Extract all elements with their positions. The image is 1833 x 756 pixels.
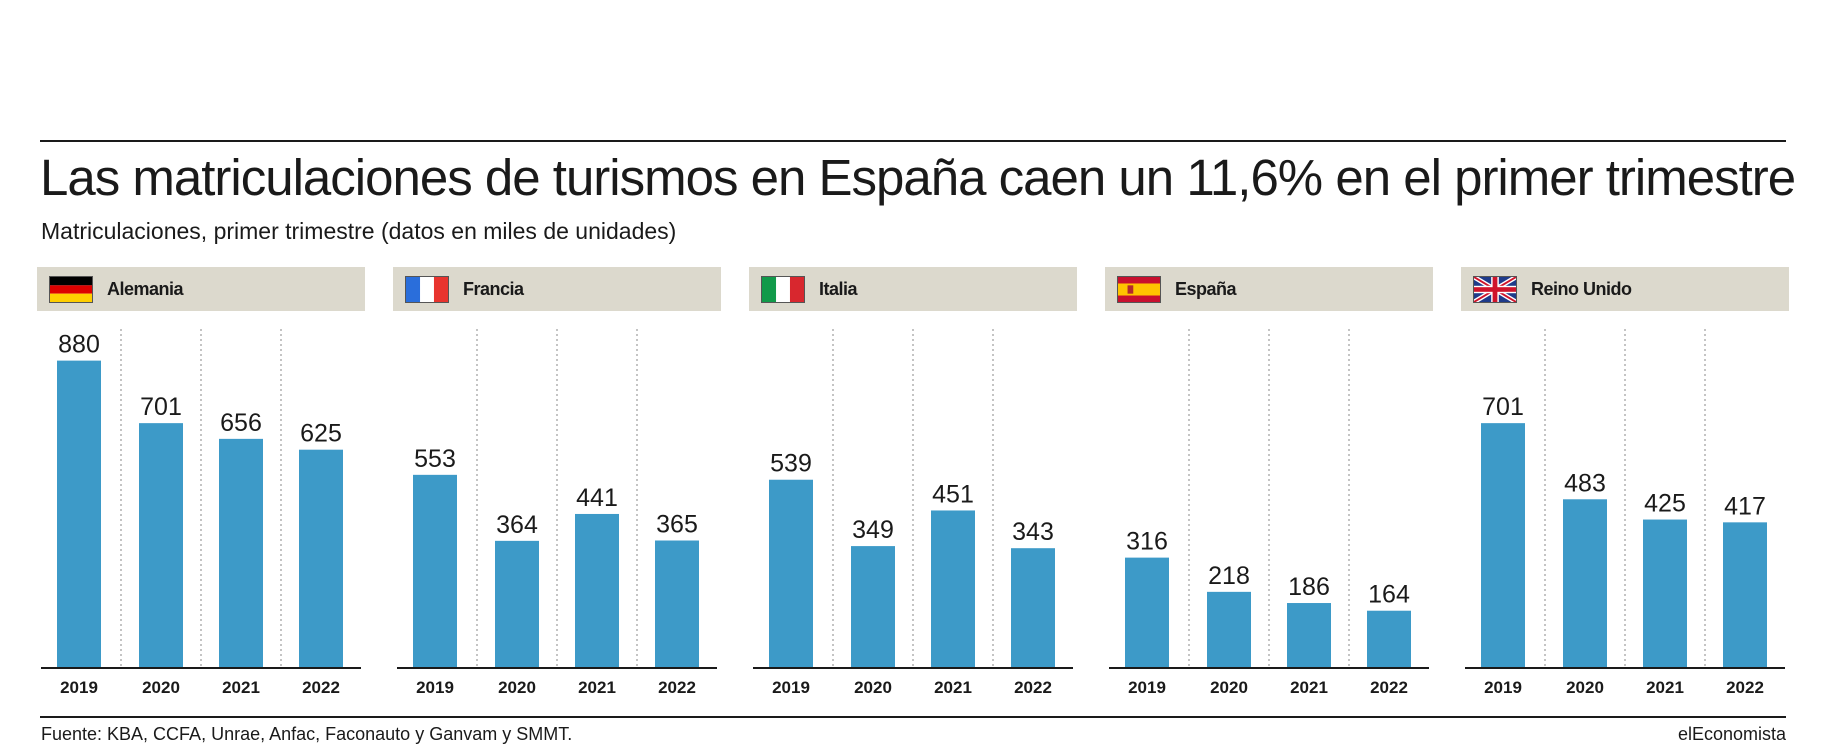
bar-chart-reino-unido: 701 2019 483 2020 425 2021 417 2022 [1461,311,1789,701]
value-label: 656 [220,409,262,437]
bar-2020 [495,540,539,668]
value-label: 425 [1644,490,1686,518]
country-label: Italia [819,279,858,299]
bar-chart-svg: 553 2019 364 2020 441 2021 365 2022 [397,329,717,697]
bar-2021 [219,438,263,668]
country-label: Alemania [107,279,184,299]
bar-2021 [1287,603,1331,668]
bar-chart-italia: 539 2019 349 2020 451 2021 343 2022 [749,311,1077,701]
bar-chart-svg: 539 2019 349 2020 451 2021 343 2022 [753,329,1073,697]
bar-2019 [57,360,101,668]
bar-chart-francia: 553 2019 364 2020 441 2021 365 2022 [393,311,721,701]
bar-2020 [139,423,183,668]
category-label: 2022 [1370,678,1408,697]
value-label: 218 [1208,562,1250,590]
bar-2020 [851,546,895,668]
category-label: 2019 [1484,678,1522,697]
category-label: 2020 [854,678,892,697]
country-label: España [1175,279,1237,299]
value-label: 349 [852,516,894,544]
spain-flag-icon [1117,276,1161,303]
value-label: 451 [932,480,974,508]
panel-header-alemania: Alemania [37,267,365,311]
bar-2020 [1207,591,1251,668]
bar-2022 [1723,522,1767,668]
bottom-rule [40,716,1786,718]
value-label: 483 [1564,469,1606,497]
bar-2022 [1011,548,1055,668]
germany-flag-icon [49,276,93,303]
bar-2022 [1367,610,1411,668]
bar-chart-espana: 316 2019 218 2020 186 2021 164 2022 [1105,311,1433,701]
category-label: 2022 [1014,678,1052,697]
value-label: 316 [1126,528,1168,556]
bar-2019 [769,479,813,668]
value-label: 417 [1724,492,1766,520]
france-flag-icon [405,276,449,303]
category-label: 2020 [142,678,180,697]
bar-2022 [655,540,699,668]
category-label: 2019 [416,678,454,697]
bar-2021 [931,510,975,668]
chart-title: Las matriculaciones de turismos en Españ… [40,149,1796,206]
bar-2022 [299,449,343,668]
bar-2020 [1563,499,1607,668]
category-label: 2021 [1290,678,1328,697]
category-label: 2021 [1646,678,1684,697]
country-label: Reino Unido [1531,279,1632,299]
value-label: 441 [576,484,618,512]
category-label: 2022 [658,678,696,697]
bar-chart-svg: 316 2019 218 2020 186 2021 164 2022 [1109,329,1429,697]
value-label: 553 [414,445,456,473]
uk-flag-icon [1473,276,1517,303]
panel-header-italia: Italia [749,267,1077,311]
value-label: 164 [1368,581,1410,609]
bar-chart-alemania: 880 2019 701 2020 656 2021 625 2022 [37,311,365,701]
panel-header-francia: Francia [393,267,721,311]
value-label: 365 [656,511,698,539]
top-rule [40,140,1786,142]
value-label: 186 [1288,573,1330,601]
source-note: Fuente: KBA, CCFA, Unrae, Anfac, Faconau… [41,724,573,744]
bar-2019 [1125,557,1169,668]
category-label: 2021 [222,678,260,697]
chart-subtitle: Matriculaciones, primer trimestre (datos… [41,218,677,244]
value-label: 364 [496,511,538,539]
category-label: 2021 [578,678,616,697]
value-label: 880 [58,331,100,359]
bar-2019 [413,474,457,668]
bar-2021 [1643,519,1687,668]
category-label: 2020 [1210,678,1248,697]
category-label: 2022 [302,678,340,697]
panel-header-reino-unido: Reino Unido [1461,267,1789,311]
bar-chart-svg: 880 2019 701 2020 656 2021 625 2022 [41,329,361,697]
category-label: 2020 [1566,678,1604,697]
category-label: 2020 [498,678,536,697]
category-label: 2019 [60,678,98,697]
category-label: 2019 [1128,678,1166,697]
value-label: 701 [1482,393,1524,421]
bar-chart-svg: 701 2019 483 2020 425 2021 417 2022 [1465,329,1785,697]
italy-flag-icon [761,276,805,303]
category-label: 2019 [772,678,810,697]
value-label: 625 [300,420,342,448]
bar-2021 [575,513,619,668]
country-label: Francia [463,279,524,299]
category-label: 2022 [1726,678,1764,697]
panel-header-espana: España [1105,267,1433,311]
category-label: 2021 [934,678,972,697]
bar-2019 [1481,423,1525,668]
value-label: 701 [140,393,182,421]
value-label: 343 [1012,518,1054,546]
value-label: 539 [770,450,812,478]
brand-logo-text: elEconomista [1677,724,1786,744]
